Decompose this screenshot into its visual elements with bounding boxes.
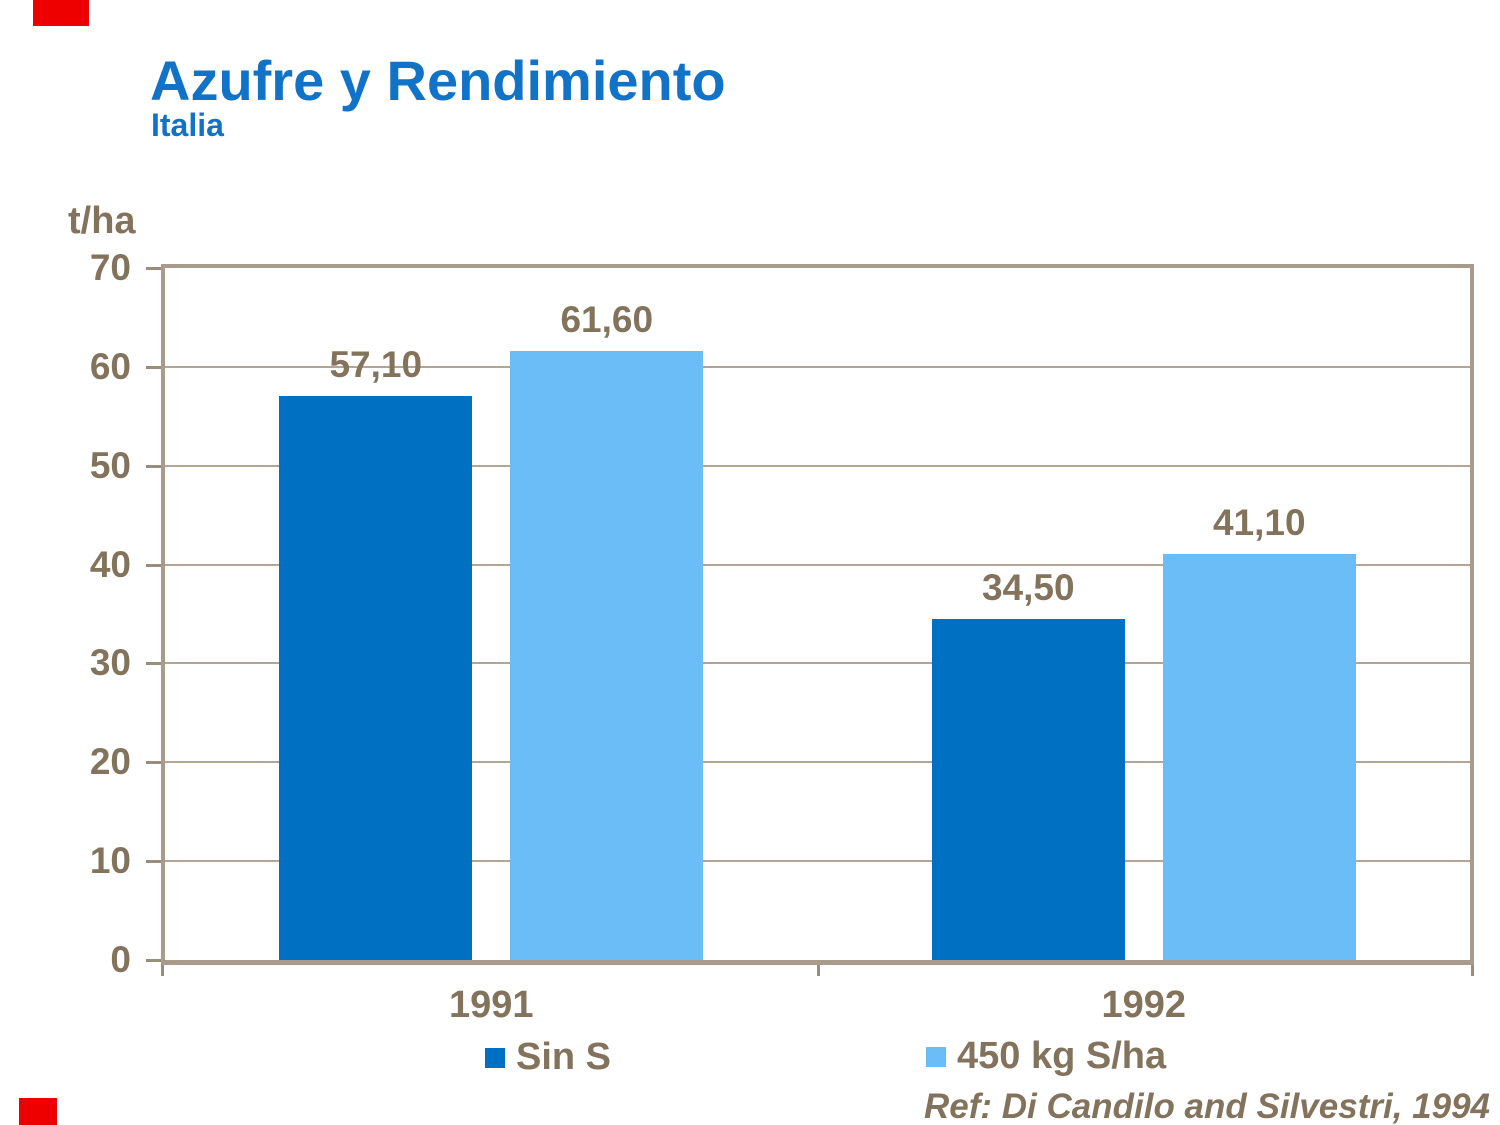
y-axis-tick-mark-60 (146, 365, 161, 369)
bar-1992-450-kg-s/ha (1162, 553, 1356, 960)
red-corner-decoration-bottom-left (19, 1098, 57, 1125)
legend-swatch-0 (485, 1048, 505, 1068)
value-label-1991-450-kg-s/ha: 61,60 (560, 299, 654, 341)
page-subtitle: Italia (151, 107, 224, 143)
reference-text: Ref: Di Candilo and Silvestri, 1994 (924, 1087, 1490, 1125)
y-axis-tick-label-30: 30 (89, 642, 131, 684)
plot-area (161, 264, 1474, 965)
y-axis-tick-mark-50 (146, 464, 161, 468)
legend-label-1: 450 kg S/ha (957, 1035, 1167, 1077)
legend-swatch-1 (926, 1047, 946, 1067)
y-axis-tick-label-20: 20 (89, 741, 131, 783)
y-axis-tick-mark-70 (146, 267, 161, 270)
red-corner-decoration-top-left (33, 0, 89, 26)
bar-1992-sin-s (931, 618, 1125, 960)
gridline-60 (165, 365, 1470, 368)
gridline-10 (165, 860, 1470, 863)
value-label-1991-sin-s: 57,10 (329, 343, 423, 385)
bar-1991-450-kg-s/ha (510, 351, 704, 960)
x-axis-tick-mark-2 (1471, 965, 1474, 976)
y-axis-tick-mark-30 (146, 662, 161, 666)
y-axis-tick-mark-40 (146, 563, 161, 567)
page-title: Azufre y Rendimiento (150, 49, 726, 112)
gridline-30 (165, 662, 1470, 665)
y-axis-tick-label-10: 10 (89, 840, 131, 882)
y-axis-tick-label-40: 40 (89, 543, 131, 585)
value-label-1992-sin-s: 34,50 (981, 566, 1075, 608)
x-axis-tick-mark-0 (161, 965, 164, 976)
y-axis-tick-label-70: 70 (89, 247, 131, 288)
value-label-1992-450-kg-s/ha: 41,10 (1212, 501, 1306, 543)
legend-label-0: Sin S (516, 1036, 612, 1078)
gridline-20 (165, 761, 1470, 764)
gridline-40 (165, 563, 1470, 566)
y-axis-tick-label-50: 50 (89, 444, 131, 486)
y-axis-tick-label-0: 0 (110, 939, 131, 980)
y-axis-tick-label-60: 60 (89, 345, 131, 387)
x-axis-tick-mark-1 (817, 965, 820, 976)
y-axis-tick-mark-0 (146, 959, 161, 962)
x-axis-category-label-1992: 1992 (1101, 984, 1187, 1026)
x-axis-category-label-1991: 1991 (448, 984, 534, 1026)
y-axis-tick-mark-10 (146, 860, 161, 864)
gridline-50 (165, 464, 1470, 467)
bar-1991-sin-s (279, 395, 473, 960)
y-axis-unit-label: t/ha (68, 200, 136, 242)
y-axis-tick-mark-20 (146, 761, 161, 765)
